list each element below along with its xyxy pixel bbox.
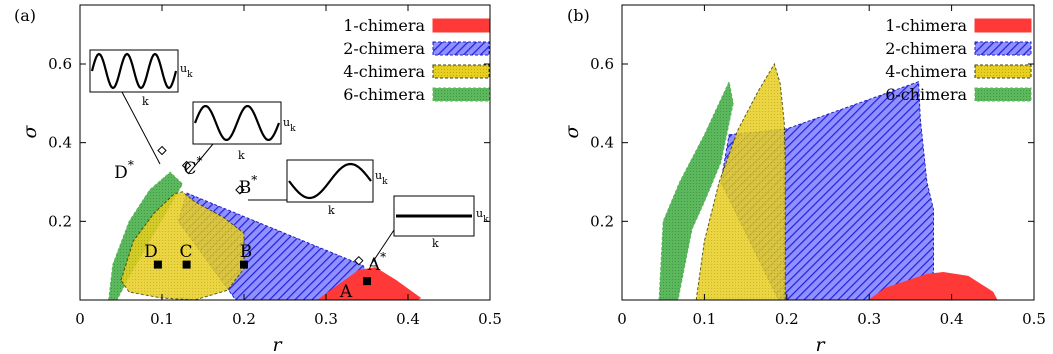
- point-C*: [181, 160, 192, 171]
- x-tick-label: 0.1: [150, 310, 174, 328]
- y-axis-label: σ: [561, 124, 583, 138]
- point-A*: [354, 255, 364, 266]
- x-axis-label: r: [815, 334, 826, 354]
- y-axis-label: σ: [19, 124, 41, 138]
- legend-label: 4-chimera: [343, 62, 425, 81]
- x-tick-label: 0.5: [478, 310, 502, 328]
- y-tick-label: 0.6: [48, 55, 72, 73]
- panel-a: 0 0.1 0.2 0.3 0.4 0.5 0.2 0.4 0.6 r σ (a) 1-chimera 2…: [14, 4, 502, 354]
- inset-ylabel: uk: [283, 116, 296, 134]
- plot-frame: [621, 4, 1035, 301]
- region-1-chimera: [868, 271, 998, 300]
- inset-xlabel: k: [238, 149, 245, 162]
- x-tick-label: 0: [75, 310, 85, 328]
- y-tick-label: 0.4: [48, 134, 72, 152]
- y-tick-label: 0.2: [590, 212, 614, 230]
- panel-label: (b): [567, 6, 590, 25]
- legend-swatch: [974, 87, 1032, 102]
- x-axis-label: r: [272, 334, 283, 354]
- point-B: [240, 260, 248, 269]
- inset-A*: uk k: [369, 195, 489, 267]
- x-tick-label: 0.1: [692, 310, 716, 328]
- inset-xlabel: k: [328, 204, 335, 217]
- point-label: C*: [183, 154, 202, 179]
- legend-label: 1-chimera: [885, 16, 967, 35]
- point-label: A: [339, 282, 353, 302]
- legend-swatch: [432, 18, 490, 33]
- inset-ylabel: uk: [375, 169, 388, 187]
- legend-swatch: [432, 87, 490, 102]
- inset-ylabel: uk: [476, 207, 489, 225]
- legend-label: 2-chimera: [343, 39, 425, 58]
- inset-profile: [193, 105, 281, 141]
- inset-B*: uk k: [248, 159, 388, 217]
- x-tick-label: 0: [617, 310, 627, 328]
- point-D: [153, 260, 162, 269]
- inset-profile: [288, 162, 372, 200]
- point-label: B*: [239, 173, 258, 198]
- point-D*: [157, 145, 167, 156]
- x-tick-label: 0.4: [940, 310, 964, 328]
- inset-pointer: [187, 143, 214, 175]
- point-B*: [235, 185, 245, 195]
- legend-swatch: [974, 18, 1032, 33]
- point-label: B: [240, 242, 253, 262]
- point-A: [363, 277, 371, 286]
- x-tick-label: 0.3: [314, 310, 338, 328]
- point-label: D: [144, 242, 158, 262]
- panel-b: 0 0.1 0.2 0.3 0.4 0.5 0.2 0.4 0.6 r σ (b) 1-chimera 2…: [561, 4, 1046, 354]
- inset-xlabel: k: [142, 95, 149, 108]
- inset-C*: uk k: [187, 101, 296, 175]
- legend-swatch: [432, 64, 490, 79]
- inset-pointer: [369, 229, 395, 267]
- region-6-chimera: [658, 80, 734, 300]
- legend-label: 1-chimera: [343, 16, 425, 35]
- inset-profile: [90, 52, 178, 90]
- x-tick-label: 0.2: [232, 310, 256, 328]
- plot-frame: [79, 4, 491, 301]
- inset-xlabel: k: [432, 237, 439, 250]
- regions: [108, 171, 422, 300]
- legend-swatch: [974, 64, 1032, 79]
- panel-label: (a): [14, 6, 36, 25]
- x-tick-label: 0.2: [775, 310, 799, 328]
- legend-label: 6-chimera: [343, 85, 425, 104]
- y-tick-label: 0.6: [590, 55, 614, 73]
- region-4-chimera: [695, 62, 786, 300]
- point-label: A*: [367, 250, 386, 275]
- legend-label: 4-chimera: [885, 62, 967, 81]
- point-label: C: [179, 242, 192, 262]
- x-tick-label: 0.3: [857, 310, 881, 328]
- inset-pointer: [121, 91, 161, 165]
- legend-label: 6-chimera: [885, 85, 967, 104]
- legend-swatch: [974, 41, 1032, 56]
- legend-swatch: [432, 41, 490, 56]
- region-4-chimera: [120, 191, 245, 300]
- y-tick-label: 0.4: [590, 134, 614, 152]
- x-tick-label: 0.5: [1022, 310, 1046, 328]
- inset-ylabel: uk: [180, 62, 193, 80]
- legend-label: 2-chimera: [885, 39, 967, 58]
- regions: [658, 62, 998, 300]
- point-label: D*: [114, 158, 134, 183]
- x-tick-label: 0.4: [396, 310, 420, 328]
- point-C: [182, 260, 191, 269]
- y-tick-label: 0.2: [48, 212, 72, 230]
- inset-D*: uk k: [89, 49, 193, 165]
